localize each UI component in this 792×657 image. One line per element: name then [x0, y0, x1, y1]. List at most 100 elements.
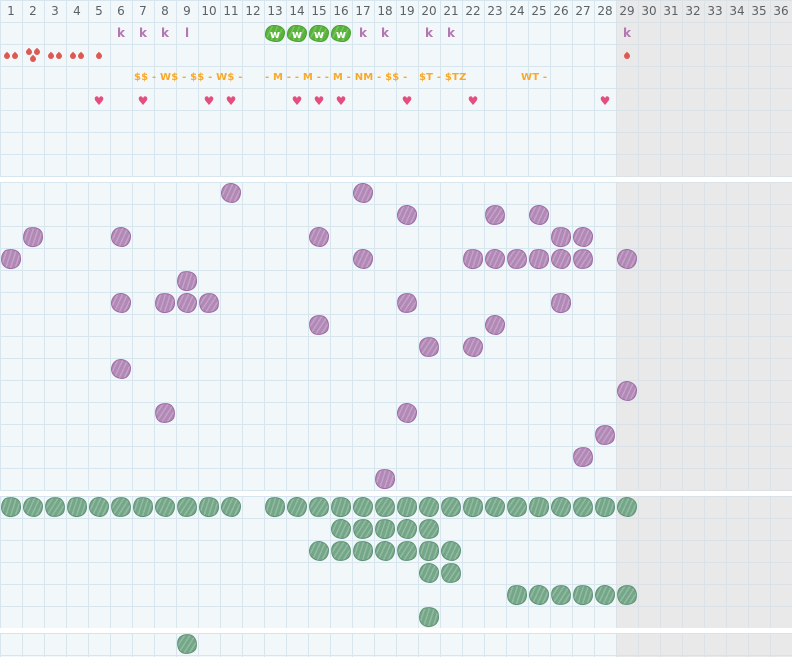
green-blob-marker[interactable]	[221, 497, 241, 517]
green-blob-marker[interactable]	[417, 517, 441, 541]
sow-week-box[interactable]: w	[287, 25, 307, 42]
green-blob-marker[interactable]	[197, 495, 221, 519]
heart-icon: ♥	[291, 94, 303, 108]
purple-blob-marker[interactable]	[353, 249, 373, 269]
green-blob-marker[interactable]	[329, 539, 353, 563]
purple-blob-marker[interactable]	[153, 401, 177, 425]
green-blob-marker[interactable]	[551, 497, 571, 517]
green-blob-marker[interactable]	[109, 495, 133, 519]
purple-blob-marker[interactable]	[111, 227, 131, 247]
green-blob-marker[interactable]	[529, 585, 549, 605]
week-number-label: 16	[333, 4, 349, 18]
purple-blob-marker[interactable]	[307, 313, 331, 337]
green-blob-marker[interactable]	[329, 495, 353, 519]
purple-blob-marker[interactable]	[573, 227, 593, 247]
purple-blob-marker[interactable]	[0, 247, 23, 271]
green-blob-marker[interactable]	[65, 495, 89, 519]
green-blob-marker[interactable]	[331, 519, 351, 539]
green-blob-marker[interactable]	[441, 541, 461, 561]
green-blob-marker[interactable]	[263, 495, 287, 519]
green-blob-marker[interactable]	[373, 495, 397, 519]
green-blob-marker[interactable]	[417, 605, 441, 629]
sow-week-box[interactable]: w	[331, 25, 351, 42]
purple-blob-marker[interactable]	[153, 291, 177, 315]
green-blob-marker[interactable]	[23, 497, 43, 517]
sow-week-box[interactable]: w	[265, 25, 285, 42]
green-blob-marker[interactable]	[549, 583, 573, 607]
green-blob-marker[interactable]	[351, 539, 375, 563]
purple-blob-marker[interactable]	[617, 249, 637, 269]
green-blob-marker[interactable]	[439, 561, 463, 585]
sow-week-box[interactable]: w	[309, 25, 329, 42]
purple-blob-marker[interactable]	[571, 445, 595, 469]
purple-blob-marker[interactable]	[571, 247, 595, 271]
green-blob-marker[interactable]	[131, 495, 155, 519]
purple-blob-marker[interactable]	[461, 247, 485, 271]
green-blob-marker[interactable]	[373, 517, 397, 541]
green-blob-marker[interactable]	[417, 539, 441, 563]
purple-blob-marker[interactable]	[395, 291, 419, 315]
purple-blob-marker[interactable]	[417, 335, 441, 359]
week-number-label: 19	[399, 4, 415, 18]
purple-blob-marker[interactable]	[111, 359, 131, 379]
green-blob-marker[interactable]	[309, 541, 329, 561]
green-blob-marker[interactable]	[351, 517, 375, 541]
purple-blob-marker[interactable]	[21, 225, 45, 249]
purple-blob-marker[interactable]	[373, 467, 397, 491]
green-blob-marker[interactable]	[397, 519, 417, 539]
green-blob-marker[interactable]	[461, 495, 485, 519]
green-blob-marker[interactable]	[593, 495, 617, 519]
heart-icon: ♥	[137, 94, 149, 108]
green-blob-marker[interactable]	[505, 495, 529, 519]
green-blob-marker[interactable]	[155, 497, 175, 517]
purple-blob-marker[interactable]	[111, 293, 131, 313]
purple-blob-marker[interactable]	[197, 291, 221, 315]
green-blob-marker[interactable]	[617, 497, 637, 517]
green-blob-marker[interactable]	[353, 497, 373, 517]
green-blob-marker[interactable]	[439, 495, 463, 519]
green-blob-marker[interactable]	[571, 495, 595, 519]
purple-blob-marker[interactable]	[617, 381, 637, 401]
purple-blob-marker[interactable]	[485, 249, 505, 269]
green-blob-marker[interactable]	[595, 585, 615, 605]
green-blob-marker[interactable]	[287, 497, 307, 517]
purple-blob-marker[interactable]	[527, 247, 551, 271]
purple-blob-marker[interactable]	[463, 337, 483, 357]
green-blob-marker[interactable]	[485, 497, 505, 517]
green-blob-marker[interactable]	[175, 632, 199, 656]
week-number-label: 12	[245, 4, 261, 18]
green-blob-marker[interactable]	[505, 583, 529, 607]
purple-blob-marker[interactable]	[551, 249, 571, 269]
purple-blob-marker[interactable]	[485, 315, 505, 335]
week-number-label: 32	[685, 4, 701, 18]
green-blob-marker[interactable]	[419, 563, 439, 583]
purple-blob-marker[interactable]	[309, 227, 329, 247]
purple-blob-marker[interactable]	[221, 183, 241, 203]
green-blob-marker[interactable]	[175, 495, 199, 519]
green-blob-marker[interactable]	[395, 539, 419, 563]
green-blob-marker[interactable]	[307, 495, 331, 519]
purple-blob-marker[interactable]	[549, 291, 573, 315]
shaded-offseason-region	[616, 182, 792, 491]
purple-blob-marker[interactable]	[505, 247, 529, 271]
purple-blob-marker[interactable]	[529, 205, 549, 225]
purple-blob-marker[interactable]	[593, 423, 617, 447]
green-blob-marker[interactable]	[89, 497, 109, 517]
green-blob-marker[interactable]	[419, 497, 439, 517]
droplet-icon	[76, 51, 86, 60]
green-blob-marker[interactable]	[43, 495, 67, 519]
green-blob-marker[interactable]	[527, 495, 551, 519]
crop-letter-marker: l	[184, 26, 190, 40]
purple-blob-marker[interactable]	[549, 225, 573, 249]
purple-blob-marker[interactable]	[177, 293, 197, 313]
purple-blob-marker[interactable]	[175, 269, 199, 293]
purple-blob-marker[interactable]	[353, 183, 373, 203]
green-blob-marker[interactable]	[375, 541, 395, 561]
week-number-label: 33	[707, 4, 723, 18]
green-blob-marker[interactable]	[395, 495, 419, 519]
purple-blob-marker[interactable]	[397, 403, 417, 423]
purple-blob-marker[interactable]	[483, 203, 507, 227]
green-blob-marker[interactable]	[571, 583, 595, 607]
purple-blob-marker[interactable]	[397, 205, 417, 225]
green-blob-marker[interactable]	[0, 495, 23, 519]
